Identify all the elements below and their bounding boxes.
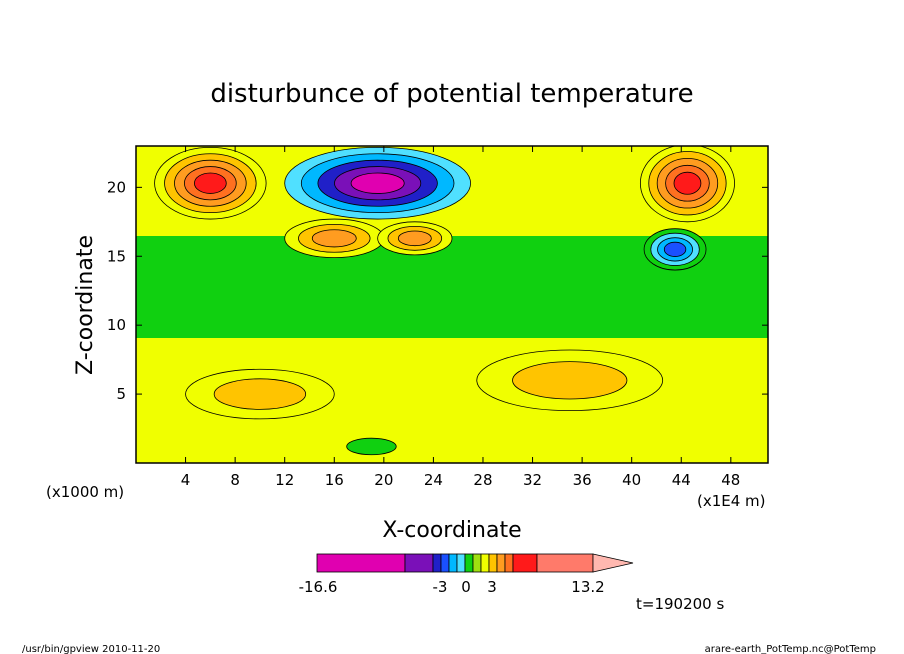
colorbar-segment [504,553,514,573]
colorbar-segment [464,553,474,573]
colorbar-label-zero: 0 [461,578,471,596]
colorbar-label-min: -16.6 [299,578,338,596]
colorbar-segment [432,553,442,573]
contour-level [663,241,687,257]
x-tick-label: 4 [181,471,191,489]
contour-feature [643,228,707,271]
x-tick-label: 20 [374,471,393,489]
colorbar-label-neg3: -3 [433,578,448,596]
x-tick-label: 16 [325,471,344,489]
colorbar [316,553,634,573]
colorbar-segment [480,553,490,573]
x-tick-label: 44 [672,471,691,489]
contour-level [512,361,628,400]
colorbar-segment [448,553,458,573]
y-tick-label: 20 [107,178,126,196]
y-axis-ticks: 5 10 15 20 [107,178,768,403]
x-tick-label: 28 [473,471,492,489]
colorbar-segment [316,553,406,573]
contour-feature [284,218,385,259]
colorbar-segment [496,553,506,573]
contour-feature [476,349,664,412]
colorbar-segment [488,553,498,573]
x-axis-ticks: 4 8 12 16 20 24 28 32 36 40 44 48 [181,146,740,489]
contour-level [673,171,702,195]
colorbar-segment [512,553,538,573]
x-unit-left: (x1000 m) [46,483,124,501]
plot-frame [135,145,769,464]
footer-right: arare-earth_PotTemp.nc@PotTemp [705,644,876,654]
contour-level [213,378,307,410]
colorbar-arrow [592,553,634,573]
contour-level [194,172,227,194]
x-tick-label: 12 [275,471,294,489]
y-tick-label: 5 [116,385,126,403]
colorbar-segment [472,553,482,573]
x-tick-label: 32 [523,471,542,489]
contour-feature [639,146,735,223]
colorbar-segment [536,553,594,573]
time-label: t=190200 s [636,595,724,613]
y-axis-label: Z-coordinate [73,235,98,375]
y-tick-label: 15 [107,247,126,265]
plot-area [136,146,768,463]
x-unit-right: (x1E4 m) [697,492,766,510]
colorbar-segment [404,553,434,573]
colorbar-label-max: 13.2 [571,578,604,596]
y-tick-label: 10 [107,316,126,334]
colorbar-segment [440,553,450,573]
contour-level [311,229,357,248]
chart-title: disturbunce of potential temperature [210,79,693,109]
x-tick-label: 24 [424,471,443,489]
contour-feature [284,146,471,220]
x-tick-label: 40 [622,471,641,489]
colorbar-segment [456,553,466,573]
x-axis-label: X-coordinate [382,518,521,543]
contour-level [350,172,405,194]
colorbar-label-3: 3 [487,578,497,596]
contour-feature [154,146,267,220]
x-tick-label: 36 [573,471,592,489]
x-tick-label: 8 [230,471,240,489]
contour-level [397,230,432,247]
x-tick-label: 48 [721,471,740,489]
contour-feature [185,368,335,420]
contour-features [154,146,735,456]
contour-feature [377,221,453,256]
contour-feature [346,437,397,456]
contour-level [346,437,397,456]
footer-left: /usr/bin/gpview 2010-11-20 [22,644,160,654]
